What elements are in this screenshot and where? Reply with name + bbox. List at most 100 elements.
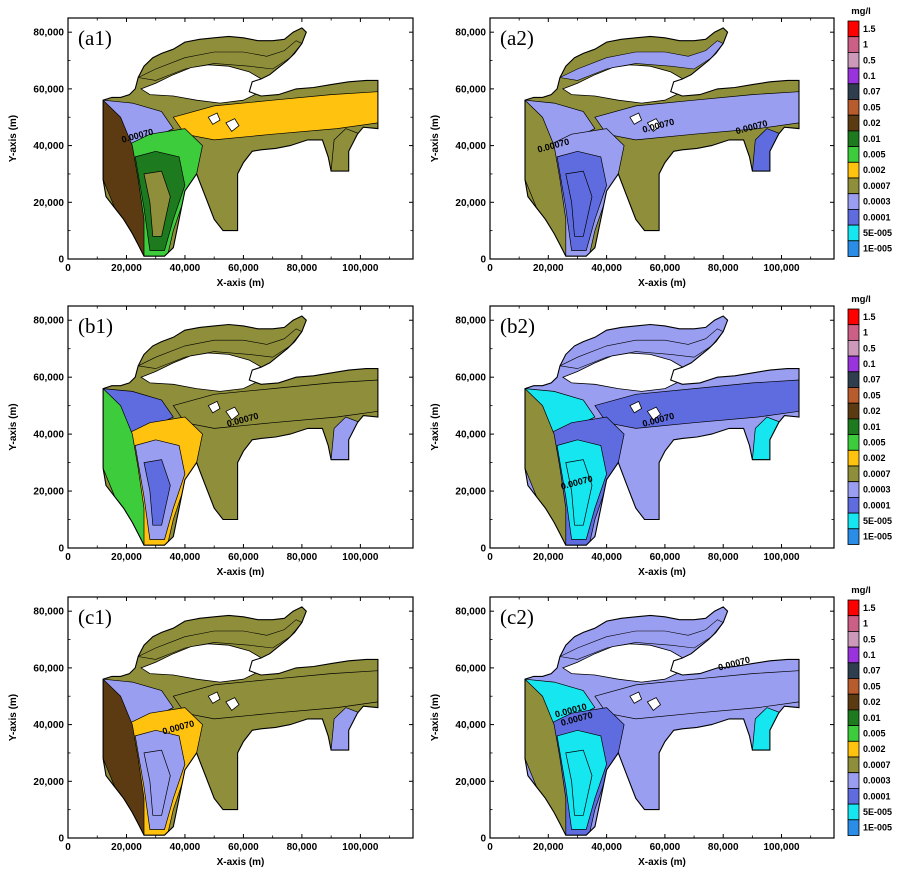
y-tick-label: 60,000 bbox=[455, 84, 486, 95]
y-axis-title: Y-axis (m) bbox=[430, 694, 441, 741]
island bbox=[207, 400, 221, 414]
legend-label: 1E-005 bbox=[863, 823, 892, 833]
x-tick-label: 100,000 bbox=[342, 552, 379, 563]
legend-swatch bbox=[847, 481, 860, 498]
y-tick-label: 20,000 bbox=[33, 777, 64, 788]
y-tick-label: 0 bbox=[58, 834, 64, 845]
domain-outline bbox=[524, 27, 800, 257]
legend-swatch bbox=[847, 725, 860, 742]
legend-swatch bbox=[847, 599, 860, 617]
legend-swatch bbox=[847, 339, 860, 357]
x-axis-title: X-axis (m) bbox=[638, 278, 686, 289]
panel-a1: 0 20,000 40,000 60,000 80,000 100,000 0 20,000 4… bbox=[8, 17, 414, 289]
island bbox=[629, 400, 643, 414]
panel-label: (a1) bbox=[78, 26, 112, 50]
legend-label: 0.5 bbox=[863, 343, 876, 353]
legend-label: 0.05 bbox=[863, 102, 881, 112]
legend-swatch bbox=[847, 512, 860, 530]
panel-b2: 0 20,000 40,000 60,000 80,000 100,000 0 20,000 4… bbox=[430, 305, 835, 578]
x-tick-label: 0 bbox=[65, 263, 71, 274]
y-tick-label: 40,000 bbox=[33, 141, 64, 152]
panel-c1: 0 20,000 40,000 60,000 80,000 100,000 0 20,000 4… bbox=[8, 596, 414, 868]
legend-swatch bbox=[847, 99, 860, 116]
contour-zone-core bbox=[565, 170, 593, 237]
legend-swatch bbox=[847, 193, 860, 210]
legend-unit: mg/l bbox=[851, 6, 871, 17]
y-tick-label: 40,000 bbox=[33, 430, 64, 441]
x-axis-title: X-axis (m) bbox=[638, 567, 686, 578]
island bbox=[225, 697, 240, 711]
contour-zone-eastChannel bbox=[172, 670, 378, 720]
x-tick-label: 60,000 bbox=[228, 552, 259, 563]
island bbox=[646, 406, 662, 421]
island bbox=[207, 112, 221, 125]
legend-label: 0.05 bbox=[863, 390, 881, 400]
panel-c2: 0 20,000 40,000 60,000 80,000 100,000 0 20,000 4… bbox=[430, 596, 835, 868]
contour-zone-core bbox=[565, 749, 593, 816]
contour-zone-core bbox=[143, 170, 171, 237]
domain-outline bbox=[102, 315, 379, 546]
y-tick-label: 80,000 bbox=[455, 316, 486, 327]
y-tick-label: 60,000 bbox=[33, 84, 64, 95]
y-tick-label: 0 bbox=[58, 255, 64, 266]
estuary-map-a2 bbox=[525, 27, 799, 257]
contour-zone-leftStrip bbox=[103, 387, 145, 546]
legend-swatch bbox=[847, 308, 860, 326]
contour-zone-leftStrip bbox=[103, 99, 145, 257]
contour-zone-leftStrip bbox=[525, 99, 567, 257]
x-tick-label: 40,000 bbox=[591, 552, 622, 563]
x-tick-label: 40,000 bbox=[170, 842, 201, 853]
legend-label: 0.0001 bbox=[863, 500, 891, 510]
x-tick-label: 40,000 bbox=[591, 263, 622, 274]
legend-label: 0.0007 bbox=[863, 760, 891, 770]
x-tick-label: 20,000 bbox=[533, 842, 564, 853]
legend-label: 0.1 bbox=[863, 71, 876, 81]
legend-label: 0.07 bbox=[863, 666, 881, 676]
domain-outline bbox=[524, 315, 800, 546]
y-axis-title: Y-axis (m) bbox=[430, 115, 441, 162]
contour-zone-core bbox=[143, 459, 171, 526]
legend-swatch bbox=[847, 678, 860, 695]
panel-b1: 0 20,000 40,000 60,000 80,000 100,000 0 20,000 4… bbox=[8, 305, 414, 578]
x-axis-title: X-axis (m) bbox=[638, 857, 686, 868]
panel-label: (b1) bbox=[78, 314, 113, 338]
x-tick-label: 80,000 bbox=[708, 552, 739, 563]
legend-label: 0.005 bbox=[863, 149, 886, 159]
legend-label: 1 bbox=[863, 328, 868, 338]
contour-zone-leftStrip bbox=[525, 678, 567, 836]
legend-label: 0.1 bbox=[863, 650, 876, 660]
island bbox=[629, 691, 643, 704]
x-tick-label: 0 bbox=[487, 552, 493, 563]
y-tick-label: 60,000 bbox=[33, 373, 64, 384]
contour-zone-eastChannel bbox=[594, 379, 799, 429]
panel-label: (c1) bbox=[78, 605, 112, 629]
legend-label: 0.005 bbox=[863, 728, 886, 738]
y-tick-label: 20,000 bbox=[33, 198, 64, 209]
y-tick-label: 80,000 bbox=[33, 316, 64, 327]
legend-swatch bbox=[847, 434, 860, 451]
y-tick-label: 20,000 bbox=[455, 777, 486, 788]
legend-swatch bbox=[847, 36, 860, 53]
legend-swatch bbox=[847, 114, 860, 132]
y-tick-label: 40,000 bbox=[455, 141, 486, 152]
x-tick-label: 60,000 bbox=[650, 263, 681, 274]
legend-swatch bbox=[847, 496, 860, 514]
legend-swatch bbox=[847, 371, 860, 388]
y-tick-label: 0 bbox=[480, 255, 486, 266]
legend-label: 0.5 bbox=[863, 634, 876, 644]
x-tick-label: 0 bbox=[487, 842, 493, 853]
x-tick-label: 80,000 bbox=[708, 263, 739, 274]
legend-swatch bbox=[847, 646, 860, 664]
x-tick-label: 60,000 bbox=[228, 263, 259, 274]
island bbox=[646, 697, 662, 711]
x-tick-label: 40,000 bbox=[170, 263, 201, 274]
legend-swatch bbox=[847, 83, 860, 100]
x-tick-label: 20,000 bbox=[111, 263, 142, 274]
x-tick-label: 40,000 bbox=[591, 842, 622, 853]
legend-label: 1E-005 bbox=[863, 244, 892, 254]
island bbox=[225, 406, 240, 421]
contour-zone-leftStrip bbox=[525, 387, 567, 546]
legend-swatch bbox=[847, 819, 860, 836]
contour-zone-core bbox=[565, 459, 593, 526]
legend-swatch bbox=[847, 208, 860, 226]
